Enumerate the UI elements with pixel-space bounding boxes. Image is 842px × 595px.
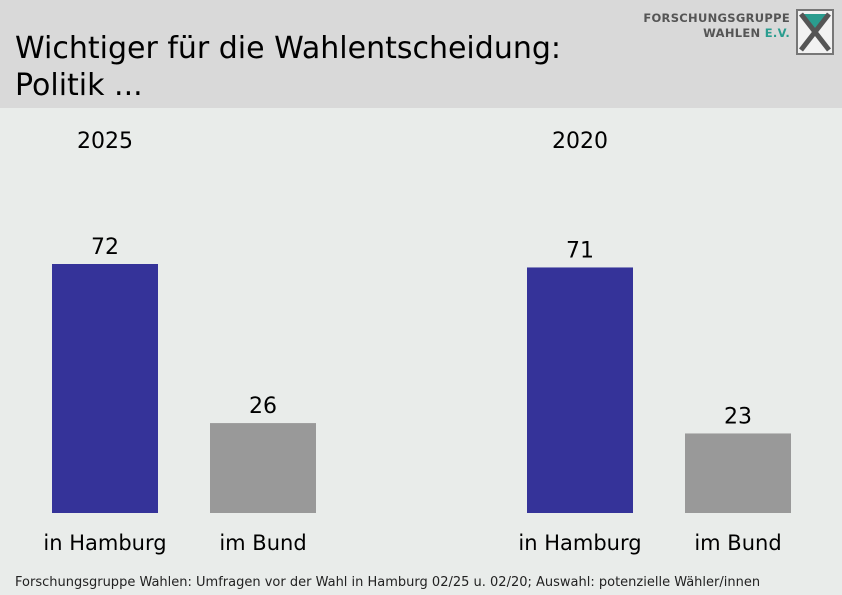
group-label-2025: 2025 <box>77 129 133 154</box>
group-label-2020: 2020 <box>552 129 608 154</box>
logo-line2: WAHLEN <box>703 26 761 40</box>
bar-2020-1 <box>685 433 791 513</box>
bar-2025-0 <box>52 264 158 513</box>
chart-title: Wichtiger für die Wahlentscheidung: Poli… <box>15 31 561 103</box>
chart-area: 2025 72 in Hamburg 26 im Bund 2020 71 in Hambur… <box>43 129 791 555</box>
value-label-2020-0: 71 <box>566 238 594 263</box>
category-label-2020-1: im Bund <box>694 531 781 555</box>
logo-x-icon <box>796 9 834 55</box>
bar-2020-0 <box>527 267 633 513</box>
logo-line2-suffix: E.V. <box>764 26 790 40</box>
source-note: Forschungsgruppe Wahlen: Umfragen vor de… <box>15 575 761 590</box>
category-label-2025-1: im Bund <box>219 531 306 555</box>
logo-line1: FORSCHUNGSGRUPPE <box>643 11 790 25</box>
header: Wichtiger für die Wahlentscheidung: Poli… <box>0 0 842 108</box>
value-label-2025-1: 26 <box>249 394 277 419</box>
bar-2025-1 <box>210 423 316 513</box>
category-label-2025-0: in Hamburg <box>43 531 166 555</box>
logo-text: FORSCHUNGSGRUPPE WAHLEN E.V. <box>643 11 790 41</box>
value-label-2020-1: 23 <box>724 404 752 429</box>
category-label-2020-0: in Hamburg <box>518 531 641 555</box>
logo: FORSCHUNGSGRUPPE WAHLEN E.V. <box>643 9 834 57</box>
value-label-2025-0: 72 <box>91 235 119 260</box>
